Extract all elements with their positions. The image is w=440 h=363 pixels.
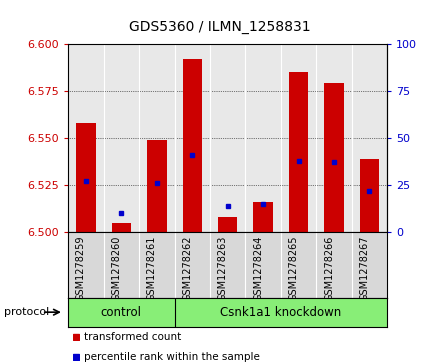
Text: GSM1278261: GSM1278261 (147, 236, 157, 301)
Text: GSM1278263: GSM1278263 (218, 236, 228, 301)
Text: GSM1278262: GSM1278262 (182, 236, 192, 301)
Bar (218, 217, 238, 232)
Text: GSM1278267: GSM1278267 (359, 236, 370, 301)
Text: GSM1278264: GSM1278264 (253, 236, 263, 301)
Bar (183, 59, 202, 232)
Text: transformed count: transformed count (84, 332, 181, 342)
Text: Csnk1a1 knockdown: Csnk1a1 knockdown (220, 306, 341, 319)
Bar (147, 140, 167, 232)
Text: percentile rank within the sample: percentile rank within the sample (84, 352, 260, 362)
Bar (324, 83, 344, 232)
Text: control: control (101, 306, 142, 319)
Text: protocol: protocol (4, 307, 50, 317)
Text: GDS5360 / ILMN_1258831: GDS5360 / ILMN_1258831 (129, 20, 311, 34)
Bar (76, 123, 95, 232)
Bar (253, 202, 273, 232)
Bar (360, 159, 379, 232)
Bar (73, 354, 79, 360)
Text: GSM1278265: GSM1278265 (289, 236, 299, 301)
Text: GSM1278259: GSM1278259 (76, 236, 86, 301)
Text: GSM1278260: GSM1278260 (111, 236, 121, 301)
Bar (112, 223, 131, 232)
Bar (73, 334, 79, 340)
Text: GSM1278266: GSM1278266 (324, 236, 334, 301)
Bar (289, 72, 308, 232)
